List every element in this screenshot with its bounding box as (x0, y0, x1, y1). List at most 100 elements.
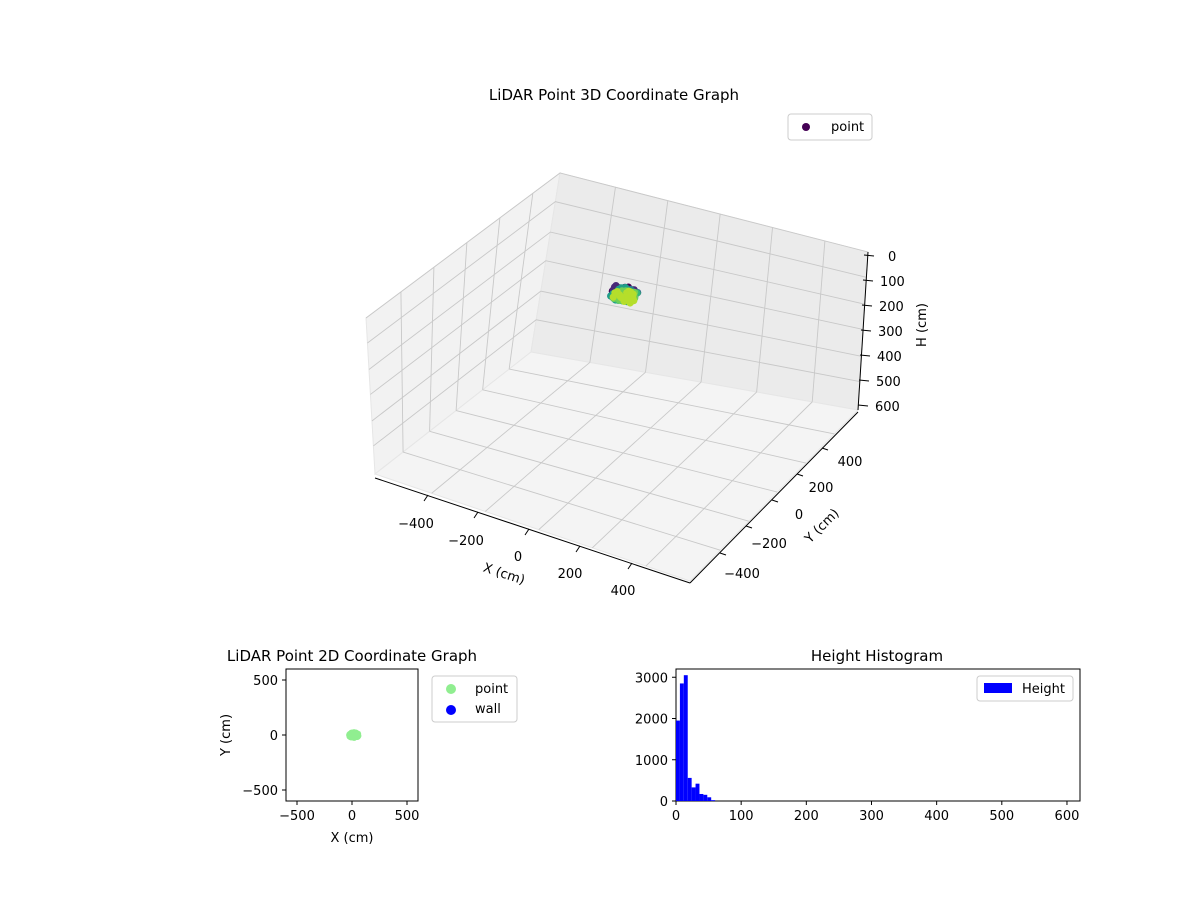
histogram-bar (707, 797, 712, 801)
legend-hist-swatch (984, 683, 1012, 693)
legend-3d-marker (802, 123, 810, 131)
x-tick-label-2d: −500 (279, 809, 315, 824)
grid-line (367, 201, 867, 344)
grid-line (592, 391, 757, 549)
z-tick-mark (863, 254, 875, 257)
legend-2d-marker-wall (446, 705, 456, 715)
z-tick-mark (860, 329, 872, 332)
grid-line (400, 291, 404, 453)
legend-hist-frame (976, 675, 1074, 702)
chart-2d: LiDAR Point 2D Coordinate Graph −500 0 5… (219, 647, 518, 846)
histogram-bar (679, 683, 684, 801)
grid-line (811, 240, 826, 402)
x-tick-label: 200 (558, 567, 583, 582)
grid-line (373, 319, 860, 447)
grid-line (368, 231, 865, 370)
legend-2d: point wall (431, 675, 518, 723)
legend-3d-label: point (831, 120, 864, 135)
y-tick-label: 200 (809, 481, 834, 496)
y-tick-mark (796, 473, 804, 477)
y-axis-label: Y (cm) (801, 506, 842, 547)
grid-line (455, 242, 468, 411)
y-tick-mark (771, 499, 779, 503)
grid-line (589, 187, 616, 363)
legend-3d: point (787, 113, 873, 141)
z-tick-mark (859, 354, 871, 357)
histogram-title: Height Histogram (811, 647, 943, 665)
y-tick-label: 0 (795, 508, 803, 523)
y-tick-mark (821, 447, 829, 451)
x-axis-label-2d: X (cm) (331, 831, 374, 846)
grid-line (509, 368, 835, 435)
z-tick-label: 600 (875, 400, 900, 415)
histogram-bar (683, 675, 688, 801)
grid-line (402, 451, 721, 551)
x-tick-label-hist: 100 (729, 809, 754, 824)
z-tick-mark (861, 304, 873, 307)
x-tick-label: 400 (611, 584, 636, 599)
point-cluster-2d (346, 729, 362, 741)
legend-hist-label: Height (1022, 682, 1065, 697)
chart-3d-title: LiDAR Point 3D Coordinate Graph (489, 86, 739, 104)
z-axis-line (857, 251, 869, 411)
y-tick-label-hist: 3000 (635, 671, 668, 686)
x-tick-label-hist: 500 (989, 809, 1014, 824)
y-tick-label-hist: 2000 (635, 713, 668, 728)
x-tick-mark (423, 494, 429, 502)
x-ticks-3d: −400 −200 0 200 400 X (cm) (398, 494, 636, 599)
y-tick-label-hist: 0 (660, 795, 668, 810)
point-marker (348, 733, 355, 740)
histogram-bar (687, 777, 692, 801)
grid-line (431, 362, 591, 494)
x-tick-label-hist: 300 (859, 809, 884, 824)
grid-line (370, 260, 864, 395)
z-tick-mark (858, 379, 870, 382)
x-tick-mark (627, 562, 633, 570)
z-tick-label: 200 (879, 300, 904, 315)
legend-2d-label-wall: wall (475, 702, 501, 717)
z-ticks-3d: 0 100 200 300 400 500 600 H (cm) (857, 250, 930, 415)
grid-line (645, 401, 813, 567)
z-tick-label: 300 (878, 325, 903, 340)
x-tick-label: −200 (448, 534, 484, 549)
histogram-ticks: 0 100 200 300 400 500 600 0 1000 2000 3000 (635, 671, 1079, 824)
point-cluster-3d (607, 282, 642, 307)
legend-histogram: Height (976, 675, 1074, 702)
legend-2d-label-point: point (475, 682, 508, 697)
x-tick-mark (575, 545, 581, 553)
chart-histogram: Height Histogram 0 100 200 300 400 500 600 0 100… (635, 647, 1081, 824)
grid-line (484, 371, 646, 512)
point-marker (354, 731, 361, 738)
point-marker (617, 294, 625, 302)
x-tick-mark (473, 511, 479, 519)
x-tick-label-hist: 400 (924, 809, 949, 824)
grid-3d (365, 172, 869, 567)
z-tick-label: 100 (880, 275, 905, 290)
grid-line (482, 389, 807, 464)
grid-line (756, 227, 773, 393)
x-tick-label: −400 (398, 517, 434, 532)
y-tick-label: 400 (838, 455, 863, 470)
z-tick-label: 0 (888, 250, 896, 265)
legend-2d-marker-point (446, 684, 456, 694)
histogram-bars (676, 675, 716, 801)
y-axis-line (689, 411, 859, 584)
grid-line (482, 217, 501, 390)
grid-line (429, 267, 435, 432)
histogram-bar (699, 793, 704, 801)
y-tick-label: −200 (751, 537, 787, 552)
y-tick-label-2d: 0 (270, 729, 278, 744)
grid-line (508, 193, 534, 370)
grid-line (456, 410, 778, 493)
y-tick-mark (719, 552, 727, 556)
point-marker (624, 296, 632, 304)
grid-line (538, 381, 702, 530)
y-axis-label-2d: Y (cm) (219, 714, 234, 757)
z-tick-label: 500 (876, 375, 901, 390)
grid-line (645, 200, 669, 373)
y-tick-mark (745, 525, 753, 529)
histogram-bar (676, 720, 680, 801)
y-tick-label-hist: 1000 (635, 754, 668, 769)
z-axis-label: H (cm) (915, 303, 930, 347)
grid-line (365, 172, 869, 319)
